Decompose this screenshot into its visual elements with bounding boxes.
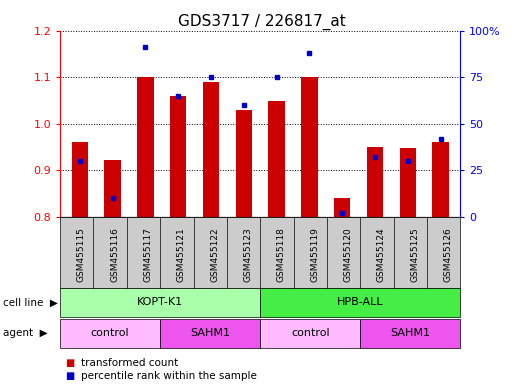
Text: GSM455118: GSM455118 <box>277 228 286 283</box>
Text: cell line  ▶: cell line ▶ <box>3 297 58 308</box>
Text: GSM455116: GSM455116 <box>110 228 119 283</box>
Text: GSM455120: GSM455120 <box>344 228 353 282</box>
Text: GSM455123: GSM455123 <box>244 228 253 282</box>
Bar <box>170 96 186 217</box>
Text: ■: ■ <box>65 371 75 381</box>
Bar <box>235 110 252 217</box>
Text: control: control <box>91 328 130 338</box>
Text: GDS3717 / 226817_at: GDS3717 / 226817_at <box>178 13 345 30</box>
Text: KOPT-K1: KOPT-K1 <box>137 297 183 308</box>
Bar <box>301 77 317 217</box>
Bar <box>433 142 449 217</box>
Text: GSM455124: GSM455124 <box>377 228 386 282</box>
Text: ■: ■ <box>65 358 75 368</box>
Bar <box>334 199 350 217</box>
Text: transformed count: transformed count <box>81 358 178 368</box>
Text: control: control <box>291 328 329 338</box>
Text: SAHM1: SAHM1 <box>390 328 430 338</box>
Text: HPB-ALL: HPB-ALL <box>337 297 383 308</box>
Text: GSM455117: GSM455117 <box>143 228 153 283</box>
Bar <box>400 148 416 217</box>
Text: GSM455125: GSM455125 <box>410 228 419 282</box>
Text: GSM455119: GSM455119 <box>310 228 319 283</box>
Bar <box>367 147 383 217</box>
Text: percentile rank within the sample: percentile rank within the sample <box>81 371 257 381</box>
Text: GSM455126: GSM455126 <box>444 228 452 282</box>
Text: GSM455121: GSM455121 <box>177 228 186 282</box>
Bar <box>203 82 219 217</box>
Text: GSM455115: GSM455115 <box>77 228 86 283</box>
Bar <box>268 101 285 217</box>
Bar <box>105 160 121 217</box>
Bar <box>72 142 88 217</box>
Text: GSM455122: GSM455122 <box>210 228 219 282</box>
Text: SAHM1: SAHM1 <box>190 328 230 338</box>
Bar <box>137 77 154 217</box>
Text: agent  ▶: agent ▶ <box>3 328 47 338</box>
